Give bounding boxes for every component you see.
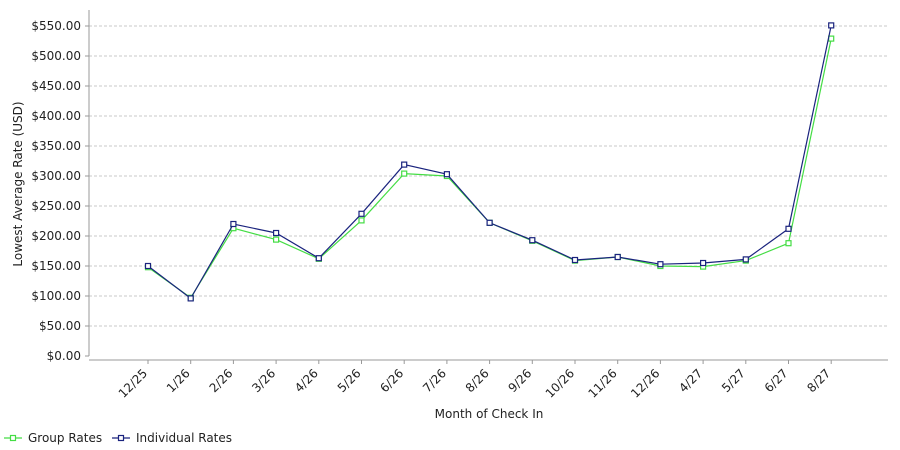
data-point	[742, 256, 749, 263]
data-point	[785, 240, 792, 247]
y-axis-title: Lowest Average Rate (USD)	[11, 101, 25, 266]
data-point	[529, 237, 536, 244]
y-axis-ticks: $0.00 $50.00 $100.00 $150.00 $200.00 $250.00 $…	[31, 19, 89, 363]
legend: Group Rates Individual Rates	[4, 431, 232, 445]
x-tick-label: 6/26	[377, 366, 406, 395]
series-individual-rates	[144, 22, 835, 302]
y-tick-label: $150.00	[31, 259, 81, 273]
x-tick-label: 12/26	[628, 366, 662, 400]
y-tick-label: $200.00	[31, 229, 81, 243]
data-point	[571, 256, 579, 264]
x-tick-label: 6/27	[762, 366, 791, 395]
data-point	[144, 262, 152, 270]
data-point	[187, 295, 194, 302]
x-tick-label: 7/26	[420, 366, 449, 395]
data-point	[828, 22, 835, 29]
x-tick-label: 4/27	[676, 366, 705, 395]
data-point	[699, 259, 707, 267]
data-point	[443, 171, 450, 178]
x-axis-title: Month of Check In	[435, 407, 544, 421]
data-point	[785, 225, 792, 232]
x-tick-label: 11/26	[585, 366, 619, 400]
data-point	[401, 170, 408, 177]
x-tick-label: 5/26	[335, 366, 364, 395]
y-tick-label: $450.00	[31, 79, 81, 93]
x-tick-label: 1/26	[164, 366, 193, 395]
series-line	[147, 25, 832, 300]
legend-label: Individual Rates	[136, 431, 232, 445]
x-tick-label: 5/27	[719, 366, 748, 395]
data-point	[657, 261, 664, 268]
data-point	[230, 220, 237, 228]
x-tick-label: 3/26	[249, 366, 278, 395]
data-point	[358, 217, 365, 224]
y-tick-label: $50.00	[39, 319, 81, 333]
data-point	[358, 210, 365, 217]
axes	[88, 10, 888, 361]
legend-label: Group Rates	[28, 431, 102, 445]
x-tick-label: 9/26	[505, 366, 534, 395]
data-point	[614, 253, 621, 261]
y-tick-label: $350.00	[31, 139, 81, 153]
x-tick-label: 12/25	[116, 366, 150, 400]
legend-item: Group Rates	[4, 431, 102, 445]
y-tick-label: $250.00	[31, 199, 81, 213]
x-axis-ticks: 12/25 1/26 2/26 3/26 4/26 5/26 6/26 7/26 8/26 9/2…	[116, 360, 833, 401]
data-point	[273, 236, 280, 243]
data-point	[486, 219, 493, 226]
data-point	[315, 255, 322, 262]
y-tick-label: $300.00	[31, 169, 81, 183]
y-tick-label: $500.00	[31, 49, 81, 63]
data-point	[828, 35, 835, 42]
y-tick-label: $0.00	[47, 349, 81, 363]
y-tick-label: $550.00	[31, 19, 81, 33]
data-point	[273, 229, 280, 237]
x-tick-label: 2/26	[207, 366, 236, 395]
legend-marker	[117, 434, 125, 442]
series-lines	[144, 22, 835, 302]
x-tick-label: 10/26	[543, 366, 577, 400]
legend-marker	[9, 434, 17, 442]
legend-item: Individual Rates	[112, 431, 232, 445]
x-tick-label: 8/27	[804, 366, 833, 395]
series-line	[147, 38, 832, 299]
y-tick-label: $400.00	[31, 109, 81, 123]
gridlines	[89, 25, 888, 327]
x-tick-label: 4/26	[292, 366, 321, 395]
data-point	[401, 161, 408, 168]
y-tick-label: $100.00	[31, 289, 81, 303]
x-tick-label: 8/26	[463, 366, 492, 395]
